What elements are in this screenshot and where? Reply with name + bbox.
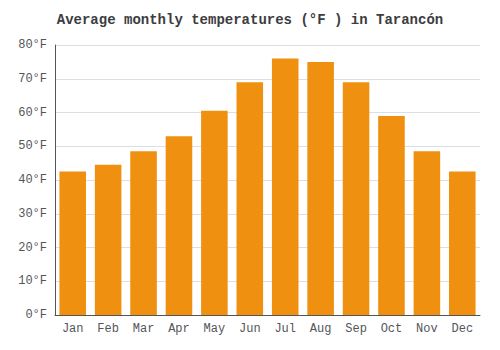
- svg-text:0°F: 0°F: [25, 308, 47, 322]
- svg-text:Jul: Jul: [274, 322, 296, 336]
- svg-text:50°F: 50°F: [18, 139, 47, 153]
- svg-text:30°F: 30°F: [18, 207, 47, 221]
- svg-text:40°F: 40°F: [18, 173, 47, 187]
- svg-text:Jun: Jun: [239, 322, 261, 336]
- svg-text:10°F: 10°F: [18, 274, 47, 288]
- svg-text:Feb: Feb: [97, 322, 119, 336]
- svg-text:Average monthly temperatures (: Average monthly temperatures (°F ) in Ta…: [57, 12, 443, 28]
- svg-text:Oct: Oct: [381, 322, 403, 336]
- svg-text:60°F: 60°F: [18, 106, 47, 120]
- svg-text:Aug: Aug: [310, 322, 332, 336]
- svg-text:20°F: 20°F: [18, 241, 47, 255]
- svg-text:Mar: Mar: [133, 322, 155, 336]
- svg-text:Sep: Sep: [345, 322, 367, 336]
- svg-text:Nov: Nov: [416, 322, 438, 336]
- svg-text:80°F: 80°F: [18, 38, 47, 52]
- svg-text:May: May: [204, 322, 226, 336]
- svg-text:Jan: Jan: [62, 322, 84, 336]
- svg-text:70°F: 70°F: [18, 72, 47, 86]
- svg-text:Apr: Apr: [168, 322, 190, 336]
- svg-text:Dec: Dec: [451, 322, 473, 336]
